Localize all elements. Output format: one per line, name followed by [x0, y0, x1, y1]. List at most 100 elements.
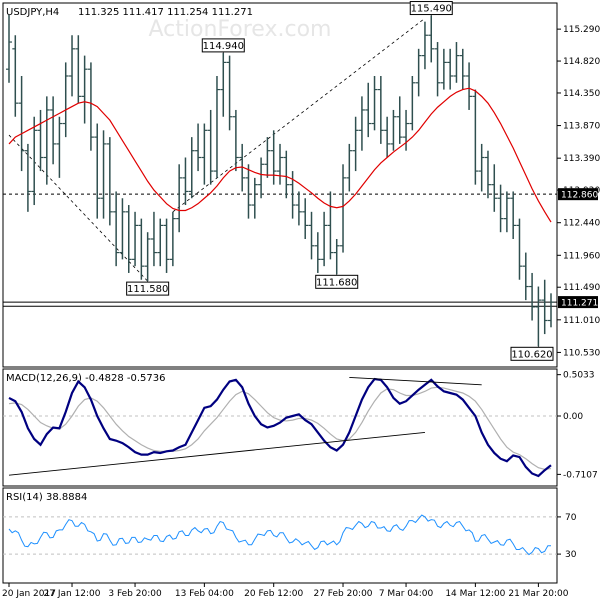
price-bar — [484, 150, 491, 199]
price-bar — [491, 164, 498, 212]
annotation-label: 114.940 — [203, 41, 244, 52]
price-bar — [415, 48, 422, 97]
price-ytick-label: 111.960 — [563, 251, 600, 261]
price-bar — [31, 116, 38, 206]
price-bar — [421, 21, 428, 70]
price-bar — [459, 48, 466, 90]
watermark-text: ActionForex.com — [149, 17, 332, 42]
price-bar — [163, 218, 170, 273]
price-bar — [510, 191, 517, 239]
price-bar — [321, 211, 328, 267]
price-bar — [440, 48, 447, 90]
price-bar — [69, 35, 76, 97]
price-bar — [113, 191, 120, 267]
x-tick-label: 3 Feb 20:00 — [108, 589, 162, 599]
price-ytick-label: 114.350 — [563, 89, 600, 99]
price-bar — [327, 191, 334, 260]
price-bar — [264, 137, 271, 178]
macd-ytick-label: -0.7107 — [563, 470, 598, 480]
price-bar — [56, 116, 63, 178]
rsi-line — [8, 514, 551, 556]
price-bar — [447, 48, 454, 90]
macd-ytick-label: 0.00 — [563, 412, 583, 422]
price-bar — [365, 82, 372, 138]
price-ytick-label: 113.870 — [563, 122, 600, 132]
price-bar — [213, 75, 220, 178]
price-bar — [75, 35, 82, 104]
price-bar — [346, 143, 353, 192]
price-tag-label: 112.860 — [561, 191, 598, 201]
price-bar — [119, 198, 126, 260]
price-bar — [277, 143, 283, 185]
moving-average-line — [8, 87, 552, 223]
price-bar — [503, 191, 510, 233]
price-bar — [62, 62, 69, 138]
price-bar — [239, 143, 246, 192]
price-bar — [81, 55, 88, 124]
price-bar — [434, 42, 441, 97]
price-bar — [371, 75, 378, 131]
price-ytick-label: 113.390 — [563, 154, 600, 164]
rsi-pane-border — [2, 487, 558, 584]
annotation-label: 111.580 — [127, 284, 168, 295]
price-bar — [352, 116, 359, 172]
price-bar — [24, 143, 31, 212]
price-bar — [226, 55, 233, 131]
price-bar — [453, 42, 460, 83]
price-bar — [403, 109, 410, 151]
price-bar — [497, 184, 504, 233]
price-bar — [302, 198, 309, 239]
x-tick-label: 27 Feb 20:00 — [313, 589, 372, 599]
price-bar — [522, 252, 529, 301]
price-ytick-label: 112.440 — [563, 219, 600, 229]
price-bar — [258, 157, 265, 199]
price-bar — [384, 116, 391, 158]
annotation-label: 110.620 — [511, 349, 552, 360]
price-bar — [106, 137, 113, 226]
macd-trendline — [8, 431, 425, 476]
price-bar — [396, 96, 403, 144]
annotation-label: 115.490 — [411, 4, 452, 15]
price-bar — [541, 279, 548, 335]
price-bar — [409, 75, 416, 131]
price-bar — [358, 96, 365, 151]
price-bar — [535, 286, 542, 347]
price-bar — [150, 211, 157, 267]
price-bar — [283, 150, 290, 199]
price-bar — [125, 205, 132, 273]
price-trendline — [172, 17, 426, 213]
x-tick-label: 20 Feb 12:00 — [244, 589, 303, 599]
price-bar — [340, 164, 347, 253]
price-bar — [232, 109, 239, 172]
price-bar — [377, 75, 384, 144]
macd-label: MACD(12,26,9) -0.4828 -0.5736 — [6, 373, 166, 384]
price-ytick-label: 111.010 — [563, 316, 600, 326]
price-ytick-label: 114.820 — [563, 57, 600, 67]
price-tag-box — [558, 188, 598, 201]
price-bar — [182, 157, 189, 206]
price-ytick-label: 115.290 — [563, 25, 600, 35]
price-bar — [144, 232, 151, 282]
x-tick-label: 27 Jan 12:00 — [44, 589, 101, 599]
annotation-box — [510, 346, 554, 361]
x-tick-label: 21 Mar 20:00 — [508, 589, 568, 599]
price-bar — [472, 89, 479, 185]
price-bar — [37, 109, 44, 172]
price-bar — [169, 211, 176, 267]
price-bar — [43, 96, 50, 185]
price-bar — [390, 109, 397, 151]
price-bar — [188, 137, 195, 199]
price-bar — [428, 15, 435, 63]
macd-line — [8, 377, 552, 478]
price-bar — [94, 123, 101, 219]
macd-layer: 0.5033 0.00 -0.7107 — [3, 371, 598, 480]
price-bar — [176, 164, 183, 233]
x-tick-label: 20 Jan 2017 — [2, 589, 56, 599]
price-bar — [157, 218, 164, 267]
rsi-label: RSI(14) 38.8884 — [6, 492, 87, 503]
rsi-layer: 70 30 — [3, 513, 577, 560]
macd-ytick-label: 0.5033 — [563, 371, 595, 381]
